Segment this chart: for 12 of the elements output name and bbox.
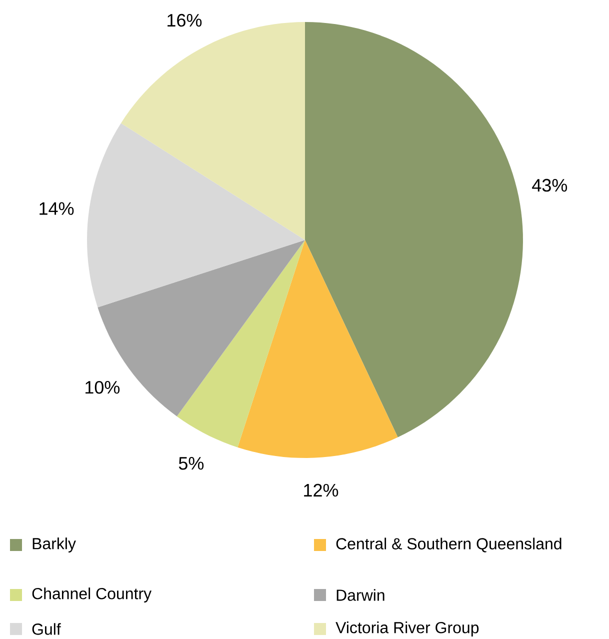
legend-label: Gulf (32, 623, 61, 635)
data-label: 16% (168, 14, 202, 27)
data-label: 12% (304, 484, 338, 497)
data-label: 14% (40, 202, 74, 215)
legend-label: Barkly (32, 538, 76, 552)
legend-label: Darwin (336, 589, 384, 601)
legend-label: Victoria River Group (336, 622, 479, 636)
legend-label: Central & Southern Queensland (336, 538, 562, 552)
legend-label: Channel Country (32, 588, 152, 602)
data-label: 10% (86, 380, 120, 394)
data-label: 5% (178, 457, 204, 470)
data-label: 43% (532, 178, 568, 192)
